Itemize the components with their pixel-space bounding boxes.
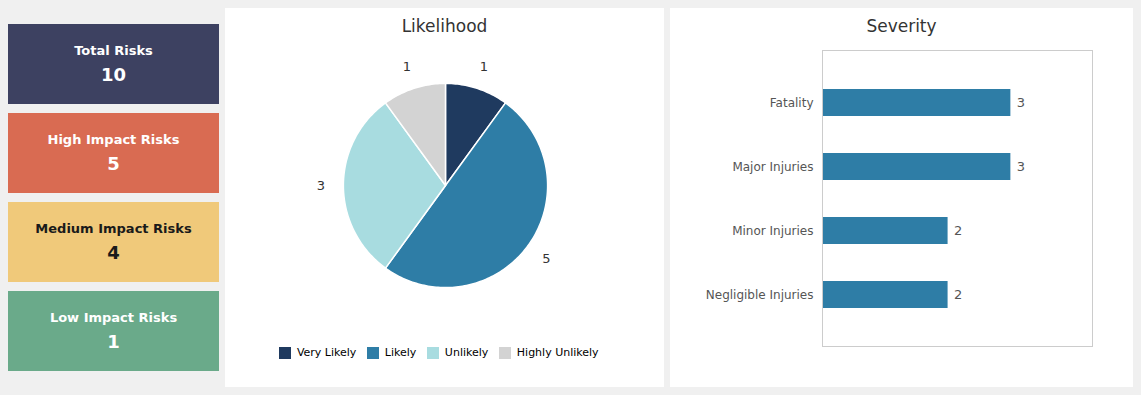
svg-text:5: 5 [542, 251, 550, 266]
svg-text:2: 2 [954, 223, 962, 238]
svg-text:1: 1 [479, 59, 487, 74]
svg-text:2: 2 [954, 287, 962, 302]
svg-text:3: 3 [1016, 95, 1024, 110]
html-text:Severity: Severity [866, 16, 937, 36]
html-text:Medium Impact Risks: Medium Impact Risks [35, 221, 192, 236]
html-text:10: 10 [101, 64, 126, 85]
svg-text:Major Injuries: Major Injuries [732, 160, 813, 174]
html-text:1: 1 [107, 331, 120, 352]
svg-text:3: 3 [1016, 159, 1024, 174]
html-text:Unlikely: Unlikely [444, 346, 489, 359]
html-text:Total Risks: Total Risks [74, 43, 153, 58]
svg-text:Minor Injuries: Minor Injuries [732, 224, 813, 238]
html-text:Very Likely: Very Likely [296, 346, 357, 359]
html-text:5: 5 [107, 153, 120, 174]
html-text:Low Impact Risks: Low Impact Risks [49, 310, 178, 325]
html-text:Likelihood: Likelihood [401, 16, 488, 36]
svg-text:3: 3 [316, 178, 324, 193]
html-text:High Impact Risks: High Impact Risks [47, 132, 180, 147]
html-text:Highly Unlikely: Highly Unlikely [516, 346, 599, 359]
svg-text:Fatality: Fatality [769, 96, 813, 110]
svg-text:1: 1 [402, 59, 410, 74]
html-text:4: 4 [107, 242, 120, 263]
html-text:Likely: Likely [384, 346, 417, 359]
svg-text:Negligible Injuries: Negligible Injuries [705, 288, 813, 302]
